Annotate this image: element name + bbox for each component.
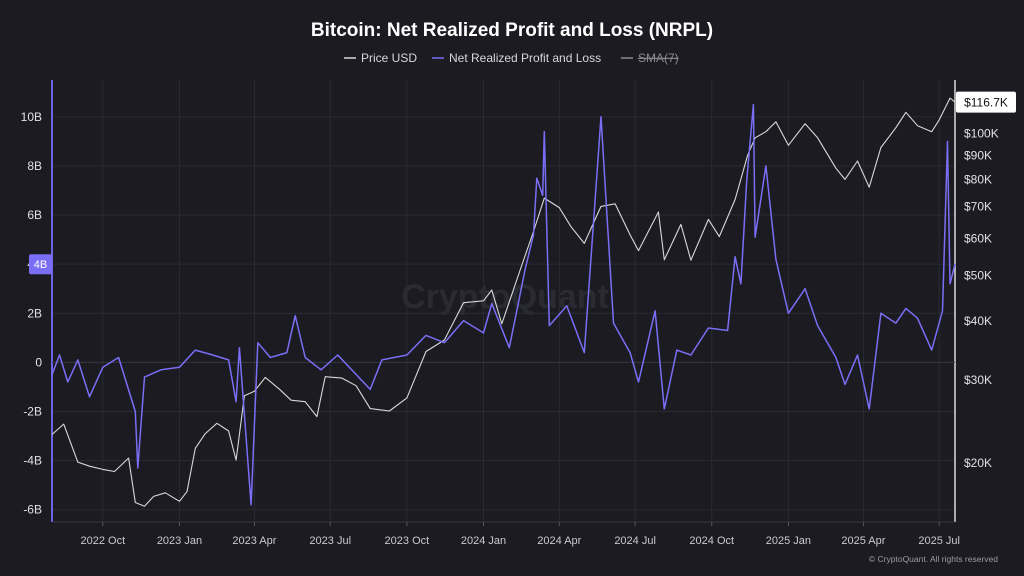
y-left-tick-label: 6B xyxy=(27,208,42,222)
legend-label-sma: SMA(7) xyxy=(638,51,679,65)
watermark: CryptoQuant xyxy=(401,278,609,316)
x-tick-label: 2024 Jul xyxy=(614,535,656,547)
y-axis-right: $100K $90K $80K $70K $60K $50K $40K $30K $20K xyxy=(964,127,999,470)
x-tick-label: 2023 Apr xyxy=(232,535,276,547)
current-price-label: $116.7K xyxy=(964,96,1008,110)
x-tick-label: 2025 Jul xyxy=(918,535,960,547)
x-tick-label: 2025 Jan xyxy=(766,535,811,547)
x-tick-label: 2024 Apr xyxy=(537,535,581,547)
y-left-tick-label: 10B xyxy=(21,110,42,124)
current-nrpl-marker: 4B xyxy=(29,254,52,275)
current-nrpl-badge xyxy=(29,254,52,275)
y-left-tick-label: -6B xyxy=(23,503,42,517)
y-right-tick-label: $80K xyxy=(964,172,992,186)
y-left-tick-label: -2B xyxy=(23,405,42,419)
x-tick-label: 2023 Oct xyxy=(385,535,430,547)
legend-label-price: Price USD xyxy=(361,51,417,65)
x-tick-label: 2024 Oct xyxy=(689,535,734,547)
legend-item-nrpl[interactable]: Net Realized Profit and Loss xyxy=(432,51,601,65)
y-right-tick-label: $40K xyxy=(964,314,992,328)
x-tick-label: 2023 Jan xyxy=(157,535,202,547)
legend-item-sma[interactable]: SMA(7) xyxy=(621,51,679,65)
y-left-tick-label: 2B xyxy=(27,306,42,320)
copyright: © CryptoQuant. All rights reserved xyxy=(869,554,998,564)
x-tick-label: 2024 Jan xyxy=(461,535,506,547)
legend-label-nrpl: Net Realized Profit and Loss xyxy=(449,51,601,65)
x-tick-label: 2025 Apr xyxy=(841,535,885,547)
y-right-tick-label: $90K xyxy=(964,148,992,162)
legend-item-price[interactable]: Price USD xyxy=(344,51,417,65)
series-line-price-usd xyxy=(51,97,956,507)
legend: Price USD Net Realized Profit and Loss S… xyxy=(344,51,679,65)
y-left-tick-label: 0 xyxy=(35,355,42,369)
x-tick-label: 2023 Jul xyxy=(309,535,351,547)
y-right-tick-label: $20K xyxy=(964,456,992,470)
y-right-tick-label: $50K xyxy=(964,269,992,283)
y-left-tick-label: -4B xyxy=(23,454,42,468)
y-right-tick-label: $100K xyxy=(964,127,999,141)
y-right-tick-label: $70K xyxy=(964,200,992,214)
current-price-badge xyxy=(956,91,1016,113)
current-price-marker: $116.7K xyxy=(956,91,1016,113)
y-axis-left: 10B8B6B4B2B0-2B-4B-6B xyxy=(21,110,43,517)
y-right-tick-label: $30K xyxy=(964,373,992,387)
x-tick-label: 2022 Oct xyxy=(80,535,125,547)
y-right-tick-label: $60K xyxy=(964,231,992,245)
current-nrpl-label: 4B xyxy=(34,259,47,271)
series-line-net-realized-profit-and-loss xyxy=(51,103,956,506)
x-axis: 2022 Oct 2023 Jan 2023 Apr 2023 Jul 2023 Oct… xyxy=(80,522,960,547)
y-left-tick-label: 8B xyxy=(27,159,42,173)
series xyxy=(51,97,956,507)
chart-title: Bitcoin: Net Realized Profit and Loss (N… xyxy=(311,20,713,41)
